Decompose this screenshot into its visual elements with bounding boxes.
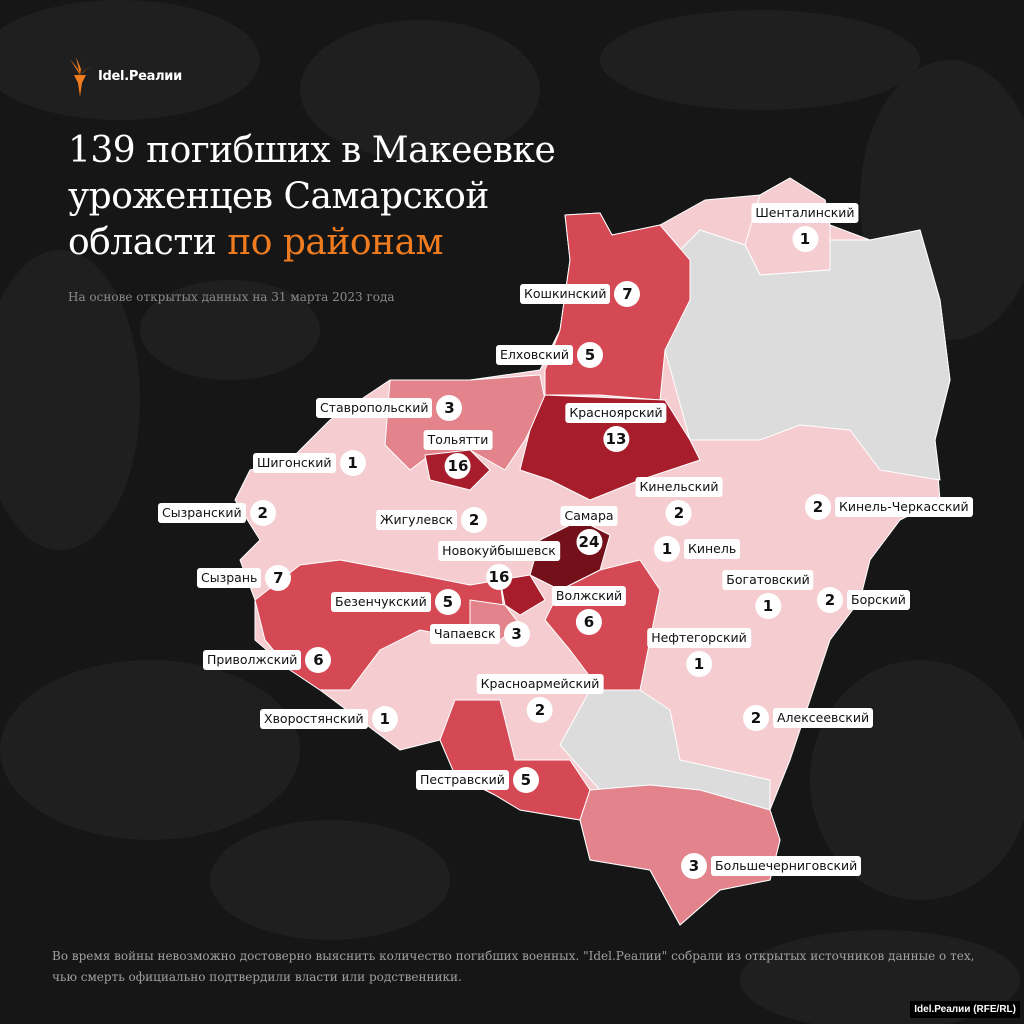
district-name: Хворостянский [260,709,368,729]
district-count: 1 [791,226,818,252]
district-name: Красноармейский [476,674,604,694]
district-count: 13 [602,426,629,452]
district-name: Богатовский [722,570,814,590]
district-name: Ставропольский [316,398,433,418]
district-label: Кинельский 2 [635,477,723,526]
title-line-2: уроженцев Самарской [68,176,489,217]
district-name: Новокуйбышевск [438,541,560,561]
district-label: Сызрань 7 [197,565,292,591]
district-label: Елховский 5 [496,342,603,368]
district-name: Нефтегорский [647,628,751,648]
title-line-3: области по районам [68,220,555,266]
district-count: 2 [461,507,488,533]
district-label: Пестравский 5 [416,767,539,793]
district-label: Приволжский 6 [203,647,332,673]
district-name: Борский [847,590,910,610]
district-name: Шигонский [253,453,336,473]
district-name: Пестравский [416,770,509,790]
district-label: Новокуйбышевск 16 [438,541,560,590]
brand-logo: Idel.Реалии [68,55,182,97]
district-count: 2 [743,705,769,731]
district-label: 3 Большечерниговский [681,853,862,879]
district-label: Жигулевск 2 [376,507,488,533]
district-label: 2 Борский [817,587,910,613]
district-count: 1 [371,706,398,732]
district-label: Самара 24 [560,506,618,555]
district-label: Шигонский 1 [253,450,366,476]
district-count: 16 [444,453,471,479]
district-label: Хворостянский 1 [260,706,398,732]
district-count: 2 [817,587,843,613]
region-no-data-northeast [664,229,951,481]
title-accent: по районам [227,222,443,263]
district-label: Красноярский 13 [565,403,667,452]
district-label: Кошкинский 7 [520,281,641,307]
district-count: 1 [685,651,712,677]
region-novokuybyshevsk [499,574,546,616]
district-count: 2 [665,500,692,526]
district-count: 7 [265,565,292,591]
page-title: 139 погибших в Макеевке уроженцев Самарс… [68,128,556,266]
district-label: 2 Кинель-Черкасский [805,494,973,520]
district-name: Кинельский [635,477,723,497]
district-label: Ставропольский 3 [316,395,463,421]
district-count: 3 [681,853,707,879]
district-label: Безенчукский 5 [331,589,461,615]
region-bolshechernigovsky [579,784,781,926]
district-label: Шенталинский 1 [751,203,859,252]
district-name: Безенчукский [331,592,431,612]
district-name: Сызранский [158,503,246,523]
district-name: Жигулевск [376,510,458,530]
district-label: Волжский 6 [551,586,627,635]
brand-name: Idel.Реалии [98,68,182,84]
district-count: 3 [503,621,530,647]
district-count: 6 [305,647,332,673]
district-count: 2 [526,697,553,723]
district-name: Кошкинский [520,284,611,304]
torch-logo-icon [70,57,92,97]
district-label: Нефтегорский 1 [647,628,751,677]
district-count: 16 [485,564,512,590]
district-count: 3 [436,395,463,421]
district-name: Приволжский [203,650,302,670]
district-name: Алексеевский [773,708,874,728]
district-count: 24 [575,529,602,555]
footnote: Во время войны невозможно достоверно выя… [52,949,975,984]
district-name: Чапаевск [430,624,500,644]
district-label: 1 Кинель [654,536,741,562]
district-label: 2 Алексеевский [743,705,874,731]
title-line-1: 139 погибших в Макеевке [68,130,556,171]
district-name: Сызрань [197,568,262,588]
district-name: Большечерниговский [711,856,862,876]
district-name: Кинель-Черкасский [835,497,973,517]
district-count: 5 [512,767,539,793]
district-count: 1 [754,593,781,619]
district-name: Красноярский [565,403,667,423]
credit: Idel.Реалии (RFE/RL) [910,1001,1020,1018]
district-count: 2 [805,494,831,520]
district-count: 2 [249,500,276,526]
district-name: Елховский [496,345,573,365]
district-name: Волжский [551,586,627,606]
district-count: 1 [654,536,680,562]
district-label: Тольятти 16 [423,430,493,479]
district-count: 1 [339,450,366,476]
district-name: Самара [560,506,618,526]
district-count: 7 [614,281,641,307]
subtitle: На основе открытых данных на 31 марта 20… [68,290,395,304]
district-name: Шенталинский [751,203,859,223]
district-name: Кинель [684,539,741,559]
district-label: Сызранский 2 [158,500,276,526]
district-count: 5 [576,342,603,368]
district-label: Чапаевск 3 [430,621,530,647]
district-name: Тольятти [423,430,493,450]
district-label: Богатовский 1 [722,570,814,619]
district-label: Красноармейский 2 [476,674,604,723]
title-line-3-plain: области [68,222,217,263]
district-count: 5 [434,589,461,615]
district-count: 6 [576,609,602,635]
